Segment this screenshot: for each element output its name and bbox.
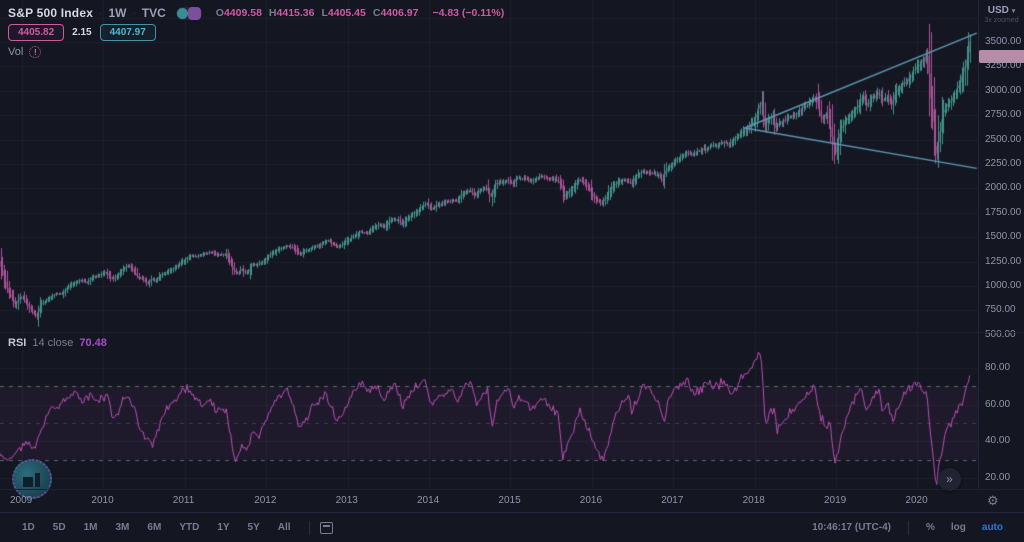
rsi-current-value: 70.48 — [79, 337, 107, 349]
range-button-3m[interactable]: 3M — [115, 522, 130, 533]
logo-shape — [23, 477, 33, 487]
toolbar-right: 10:46:17 (UTC-4) % log auto — [805, 519, 1010, 536]
rsi-indicator-name[interactable]: RSI — [8, 337, 27, 349]
ohlc-values: O4409.58 H4415.36 L4405.45 C4406.97 — [216, 7, 419, 19]
log-scale-button[interactable]: log — [950, 522, 966, 533]
chart-plot-area[interactable]: S&P 500 Index · 1W · TVC O4409.58 H4415.3… — [0, 0, 978, 499]
chevron-down-icon: ▾ — [1011, 8, 1016, 15]
clock-display[interactable]: 10:46:17 (UTC-4) — [812, 522, 891, 533]
volume-label: Vol — [8, 46, 24, 58]
ohlc-item: H4415.36 — [268, 7, 315, 19]
toggle-purple-dot-icon — [187, 6, 201, 20]
year-label: 2020 — [905, 495, 928, 506]
price-tick-label: 2250.00 — [985, 158, 1022, 169]
date-range-buttons: 1D 5D 1M 3M 6M YTD 1Y 5Y All — [14, 519, 333, 536]
year-label: 2009 — [10, 495, 33, 506]
price-tick-label: 500.00 — [985, 328, 1016, 340]
legend-separator: · — [99, 7, 103, 19]
range-button-1d[interactable]: 1D — [22, 522, 35, 533]
bid-ask-row: 4405.82 2.15 4407.97 — [8, 24, 156, 41]
bottom-toolbar: 1D 5D 1M 3M 6M YTD 1Y 5Y All 10:46:17 (UTC-4) % … — [0, 512, 1024, 542]
spread-value: 2.15 — [72, 27, 92, 38]
rsi-legend: RSI 14 close 70.48 — [8, 337, 107, 349]
price-tick-label: 2000.00 — [985, 182, 1022, 194]
range-button-1y[interactable]: 1Y — [217, 522, 230, 533]
currency-label: USD — [987, 5, 1009, 16]
tradingview-logo[interactable] — [12, 459, 52, 499]
toggle-teal-dot-icon — [176, 7, 188, 19]
volume-legend: Vol ! — [8, 46, 42, 58]
price-tick-label: 1250.00 — [985, 255, 1022, 267]
year-label: 2018 — [742, 495, 765, 506]
price-chart-canvas[interactable] — [0, 0, 978, 489]
price-tick-label: 2500.00 — [985, 133, 1022, 145]
range-button-5y[interactable]: 5Y — [247, 522, 260, 533]
price-tick-label: 1500.00 — [985, 231, 1022, 243]
pane-divider[interactable] — [0, 332, 1024, 333]
ohlc-item: C4406.97 — [372, 7, 419, 19]
candle-style-toggle[interactable] — [175, 6, 202, 20]
legend-separator: · — [132, 7, 136, 19]
year-label: 2013 — [335, 495, 358, 506]
exchange-label[interactable]: TVC — [141, 6, 166, 20]
year-label: 2014 — [417, 495, 440, 506]
change-value: −4.83 (−0.11%) — [432, 7, 505, 19]
axis-note: 3x zoomed — [984, 17, 1019, 24]
symbol-legend: S&P 500 Index · 1W · TVC O4409.58 H4415.3… — [8, 6, 504, 20]
year-label: 2019 — [824, 495, 847, 506]
range-button-5d[interactable]: 5D — [52, 522, 66, 533]
rsi-tick-label: 40.00 — [985, 435, 1011, 447]
price-tick-label: 750.00 — [985, 304, 1016, 316]
last-price-badge — [979, 50, 1024, 63]
range-button-6m[interactable]: 6M — [147, 522, 162, 533]
rsi-params: 14 close — [32, 337, 74, 349]
sell-button[interactable]: 4405.82 — [8, 24, 65, 41]
volume-warning-icon[interactable]: ! — [29, 46, 42, 58]
year-label: 2012 — [254, 495, 277, 506]
price-tick-label: 2750.00 — [985, 109, 1022, 121]
range-button-ytd[interactable]: YTD — [179, 522, 200, 533]
price-tick-label: 3250.00 — [985, 60, 1022, 72]
interval-label[interactable]: 1W — [108, 6, 127, 20]
auto-scale-button[interactable]: auto — [981, 522, 1003, 533]
year-label: 2016 — [579, 495, 603, 506]
rsi-tick-label: 80.00 — [985, 362, 1011, 373]
price-tick-label: 1000.00 — [985, 280, 1022, 291]
year-label: 2010 — [91, 495, 114, 506]
year-label: 2017 — [661, 495, 684, 506]
scroll-to-latest-button[interactable]: » — [938, 468, 961, 491]
rsi-tick-label: 20.00 — [985, 472, 1011, 483]
percent-scale-button[interactable]: % — [925, 522, 935, 533]
rsi-tick-label: 60.00 — [985, 398, 1011, 410]
ohlc-item: O4409.58 — [215, 7, 262, 19]
year-label: 2011 — [172, 495, 195, 506]
buy-button[interactable]: 4407.97 — [99, 24, 156, 41]
price-tick-label: 3000.00 — [985, 84, 1022, 96]
range-button-1m[interactable]: 1M — [83, 522, 98, 533]
go-to-date-button[interactable] — [319, 521, 333, 534]
price-tick-label: 1750.00 — [985, 206, 1022, 218]
toolbar-divider — [907, 520, 909, 535]
range-button-all[interactable]: All — [277, 522, 291, 533]
toolbar-divider — [308, 520, 310, 535]
price-axis[interactable]: USD ▾ 3x zoomed 3500.00 3250.00 3000.00 275… — [978, 0, 1024, 508]
year-label: 2015 — [498, 495, 521, 506]
price-tick-label: 3500.00 — [985, 36, 1022, 47]
time-axis[interactable]: 2009 2010 2011 2012 2013 2014 2015 2016 2017 2018… — [0, 489, 1024, 512]
ohlc-item: L4405.45 — [321, 7, 366, 19]
symbol-name[interactable]: S&P 500 Index — [8, 6, 94, 20]
currency-selector[interactable]: USD ▾ — [979, 5, 1024, 16]
logo-shape — [35, 473, 40, 487]
gear-icon[interactable]: ⚙ — [987, 493, 999, 508]
